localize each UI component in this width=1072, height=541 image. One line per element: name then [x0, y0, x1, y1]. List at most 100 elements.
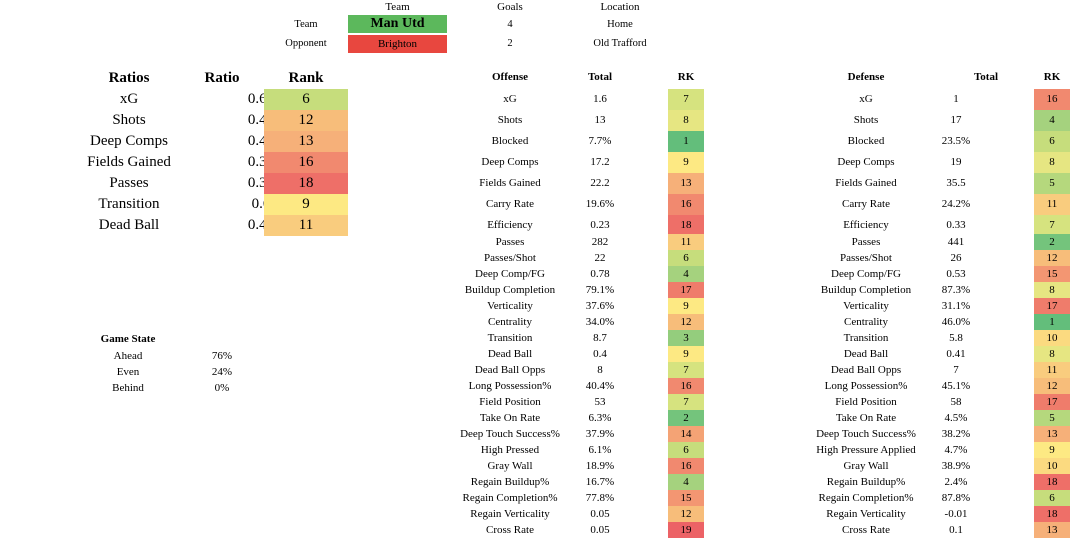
offense-rank-cell: 9 — [668, 346, 704, 362]
team-name-cell: Man Utd — [348, 15, 447, 33]
offense-total: 16.7% — [585, 476, 615, 488]
offense-rank-cell: 3 — [668, 330, 704, 346]
offense-total: 1.6 — [593, 93, 607, 105]
offense-rank-cell: 11 — [668, 234, 704, 250]
defense-total: -0.01 — [944, 508, 968, 520]
offense-label: Transition — [487, 332, 533, 344]
defense-total: 35.5 — [946, 177, 966, 189]
defense-rank-cell: 9 — [1034, 442, 1070, 458]
offense-title: Offense — [491, 71, 529, 83]
offense-row: Cross Rate 0.05 19 — [455, 522, 715, 538]
offense-label: Deep Comps — [481, 156, 539, 168]
offense-total: 17.2 — [590, 156, 610, 168]
offense-label: Carry Rate — [486, 198, 534, 210]
defense-label: xG — [859, 93, 873, 105]
defense-total: 441 — [947, 236, 965, 248]
defense-row: Cross Rate 0.1 13 — [811, 522, 1071, 538]
defense-label: Deep Comp/FG — [831, 268, 901, 280]
defense-rank-cell: 17 — [1034, 298, 1070, 314]
offense-rank-cell: 12 — [668, 506, 704, 522]
ratio-rank-cell: 18 — [264, 173, 348, 194]
offense-label: Shots — [497, 114, 523, 126]
defense-total: 0.33 — [946, 219, 966, 231]
ratios-col-rank: Rank — [288, 70, 324, 86]
defense-total: 4.5% — [944, 412, 968, 424]
defense-total: 5.8 — [949, 332, 963, 344]
defense-rank-cell: 5 — [1034, 410, 1070, 426]
ratio-label: Transition — [98, 196, 160, 212]
defense-rank-cell: 8 — [1034, 346, 1070, 362]
defense-row: Field Position 58 17 — [811, 394, 1071, 410]
offense-label: Dead Ball — [487, 348, 533, 360]
defense-rank-cell: 18 — [1034, 506, 1070, 522]
offense-label: Cross Rate — [486, 524, 534, 536]
defense-label: Transition — [843, 332, 889, 344]
offense-rank-cell: 4 — [668, 474, 704, 490]
offense-rank-cell: 18 — [668, 215, 704, 236]
defense-label: Blocked — [847, 135, 885, 147]
game-state-label: Behind — [112, 382, 144, 394]
offense-total: 22.2 — [590, 177, 610, 189]
header-row-team-label: Team — [294, 19, 318, 30]
game-state-label: Even — [116, 366, 140, 378]
offense-rank-cell: 16 — [668, 194, 704, 215]
offense-row: Regain Buildup% 16.7% 4 — [455, 474, 715, 490]
offense-total: 18.9% — [585, 460, 615, 472]
offense-rank-cell: 15 — [668, 490, 704, 506]
offense-label: Regain Buildup% — [470, 476, 550, 488]
defense-row: Deep Comps 19 8 — [811, 152, 1071, 173]
defense-label: Deep Comps — [837, 156, 895, 168]
ratio-rank-cell: 13 — [264, 131, 348, 152]
game-state-value: 24% — [211, 366, 233, 378]
defense-row: Regain Verticality -0.01 18 — [811, 506, 1071, 522]
ratios-title: Ratios — [108, 70, 150, 86]
offense-col-total: Total — [587, 71, 613, 83]
offense-row: xG 1.6 7 — [455, 89, 715, 110]
defense-row: Buildup Completion 87.3% 8 — [811, 282, 1071, 298]
defense-rank-cell: 2 — [1034, 234, 1070, 250]
offense-row: Take On Rate 6.3% 2 — [455, 410, 715, 426]
offense-row: Buildup Completion 79.1% 17 — [455, 282, 715, 298]
offense-rank-cell: 16 — [668, 378, 704, 394]
defense-rank-cell: 13 — [1034, 426, 1070, 442]
defense-total: 87.8% — [941, 492, 971, 504]
offense-total: 19.6% — [585, 198, 615, 210]
ratio-row: Passes 0.39 18 — [80, 173, 350, 194]
offense-rank-cell: 14 — [668, 426, 704, 442]
defense-rank-cell: 8 — [1034, 152, 1070, 173]
defense-total: 38.2% — [941, 428, 971, 440]
defense-label: Cross Rate — [842, 524, 890, 536]
offense-label: Passes — [495, 236, 525, 248]
ratio-label: Dead Ball — [98, 217, 160, 233]
offense-label: Long Possession% — [468, 380, 552, 392]
offense-total: 13 — [594, 114, 606, 126]
defense-row: Verticality 31.1% 17 — [811, 298, 1071, 314]
defense-label: Buildup Completion — [820, 284, 912, 296]
offense-rank-cell: 17 — [668, 282, 704, 298]
defense-rank-cell: 5 — [1034, 173, 1070, 194]
header-col-location: Location — [600, 1, 640, 13]
offense-total: 40.4% — [585, 380, 615, 392]
defense-row: Deep Comp/FG 0.53 15 — [811, 266, 1071, 282]
ratio-rank-cell: 12 — [264, 110, 348, 131]
defense-label: Dead Ball — [843, 348, 889, 360]
defense-row: Regain Completion% 87.8% 6 — [811, 490, 1071, 506]
defense-label: Field Position — [835, 396, 897, 408]
defense-rank-cell: 12 — [1034, 250, 1070, 266]
offense-rank-cell: 1 — [668, 131, 704, 152]
defense-total: 7 — [953, 364, 959, 376]
defense-row: Dead Ball Opps 7 11 — [811, 362, 1071, 378]
offense-label: Deep Touch Success% — [460, 428, 560, 440]
offense-rank-cell: 8 — [668, 110, 704, 131]
offense-row: Deep Touch Success% 37.9% 14 — [455, 426, 715, 442]
offense-col-rk: RK — [677, 71, 695, 83]
defense-rank-cell: 16 — [1034, 89, 1070, 110]
defense-total: 2.4% — [944, 476, 968, 488]
game-state-title: Game State — [100, 333, 156, 345]
offense-label: Regain Verticality — [470, 508, 550, 520]
game-state-row: Even 24% — [80, 364, 280, 380]
offense-row: Passes/Shot 22 6 — [455, 250, 715, 266]
defense-row: Passes/Shot 26 12 — [811, 250, 1071, 266]
defense-label: Take On Rate — [835, 412, 897, 424]
offense-row: Blocked 7.7% 1 — [455, 131, 715, 152]
